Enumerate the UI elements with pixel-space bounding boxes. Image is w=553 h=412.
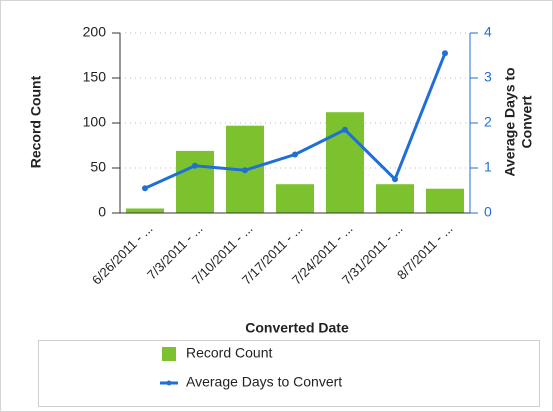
- legend-swatch: [166, 380, 172, 386]
- bar: [376, 184, 414, 213]
- legend-box: [38, 340, 540, 407]
- y2-tick-label: 1: [484, 159, 492, 175]
- y2-tick-label: 3: [484, 69, 492, 85]
- y2-tick-label: 0: [484, 204, 492, 220]
- y-tick-label: 50: [90, 159, 106, 175]
- y-tick-label: 100: [83, 114, 107, 130]
- legend-label: Average Days to Convert: [186, 374, 342, 390]
- line-point: [242, 167, 248, 174]
- y2-axis-title: Average Days to: [502, 67, 518, 176]
- y-tick-label: 0: [98, 204, 106, 220]
- x-axis-title: Converted Date: [245, 320, 349, 336]
- y2-tick-label: 2: [484, 114, 492, 130]
- bar: [426, 188, 464, 213]
- legend-label: Record Count: [186, 345, 272, 361]
- y2-tick-label: 4: [484, 24, 492, 40]
- line-point: [142, 185, 148, 192]
- y-tick-label: 150: [83, 69, 107, 85]
- line-point: [192, 162, 198, 169]
- y2-axis-title: Convert: [519, 95, 535, 148]
- line-point: [392, 176, 398, 183]
- bar: [126, 208, 164, 213]
- line-point: [442, 50, 448, 57]
- y-tick-label: 200: [83, 24, 107, 40]
- y-axis-title: Record Count: [28, 75, 44, 168]
- bar: [176, 150, 214, 213]
- line-point: [292, 151, 298, 158]
- legend-swatch: [162, 347, 176, 361]
- line-point: [342, 126, 348, 133]
- bar: [276, 184, 314, 213]
